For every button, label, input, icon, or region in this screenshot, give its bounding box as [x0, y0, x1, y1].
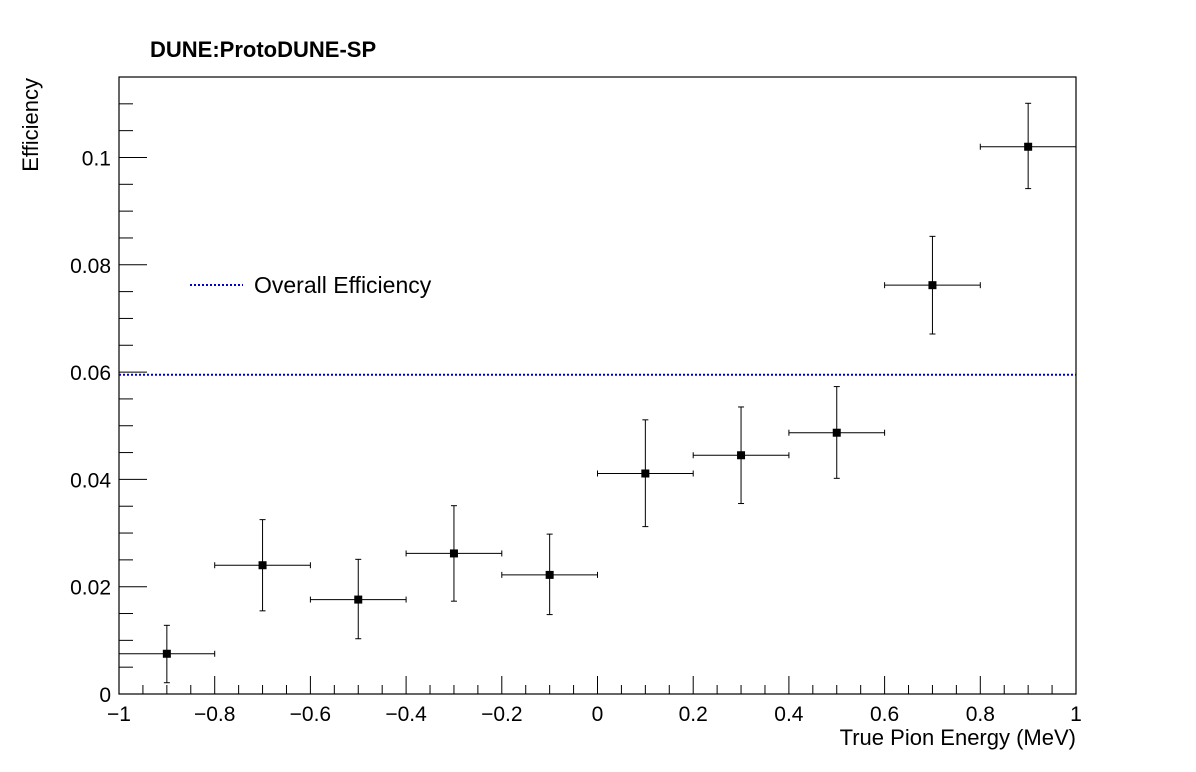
x-tick-label: 1: [1070, 703, 1082, 726]
legend: Overall Efficiency: [190, 272, 432, 298]
point-marker: [737, 451, 746, 460]
data-point: [405, 505, 503, 602]
legend-label: Overall Efficiency: [254, 272, 432, 298]
y-tick-label: 0.1: [82, 147, 111, 170]
data-point: [788, 386, 886, 479]
x-tick-label: 0.4: [774, 703, 804, 726]
data-point: [214, 519, 311, 612]
data-point: [884, 235, 981, 335]
y-tick-label: 0: [99, 684, 111, 707]
point-marker: [354, 595, 363, 604]
data-point: [118, 624, 216, 684]
x-tick-label: −1: [107, 703, 131, 726]
y-tick-label: 0.06: [70, 362, 111, 385]
x-tick-label: 0.2: [679, 703, 708, 726]
x-tick-label: −0.4: [385, 703, 427, 726]
data-points: [118, 102, 1077, 684]
data-point: [692, 406, 790, 505]
x-tick-label: −0.6: [290, 703, 331, 726]
y-tick-label: 0.04: [70, 469, 111, 492]
x-tick-label: 0.6: [870, 703, 899, 726]
x-tick-label: 0.8: [966, 703, 995, 726]
point-marker: [928, 281, 937, 290]
y-axis-title: Efficiency: [18, 78, 43, 172]
point-marker: [162, 649, 171, 658]
x-tick-label: −0.8: [194, 703, 235, 726]
point-marker: [1024, 142, 1033, 151]
y-tick-label: 0.02: [70, 577, 111, 600]
y-axis-tick-labels: 0 0.02 0.04 0.06 0.08 0.1: [70, 147, 111, 707]
point-marker: [641, 469, 650, 478]
point-marker: [449, 549, 458, 558]
chart-title: DUNE:ProtoDUNE-SP: [150, 37, 376, 62]
data-point: [309, 558, 407, 640]
x-axis-tick-labels: −1 −0.8 −0.6 −0.4 −0.2 0 0.2 0.4 0.6 0.8 1: [107, 703, 1082, 726]
data-point: [979, 102, 1077, 190]
x-axis-title: True Pion Energy (MeV): [840, 725, 1076, 750]
data-point: [501, 533, 598, 616]
point-marker: [545, 570, 554, 579]
y-tick-label: 0.08: [70, 255, 111, 278]
point-marker: [832, 428, 841, 437]
point-marker: [258, 561, 267, 570]
y-axis-ticks: [119, 76, 147, 695]
x-axis-ticks: [118, 676, 1077, 694]
data-point: [597, 419, 694, 528]
x-tick-label: −0.2: [481, 703, 522, 726]
x-tick-label: 0: [592, 703, 604, 726]
